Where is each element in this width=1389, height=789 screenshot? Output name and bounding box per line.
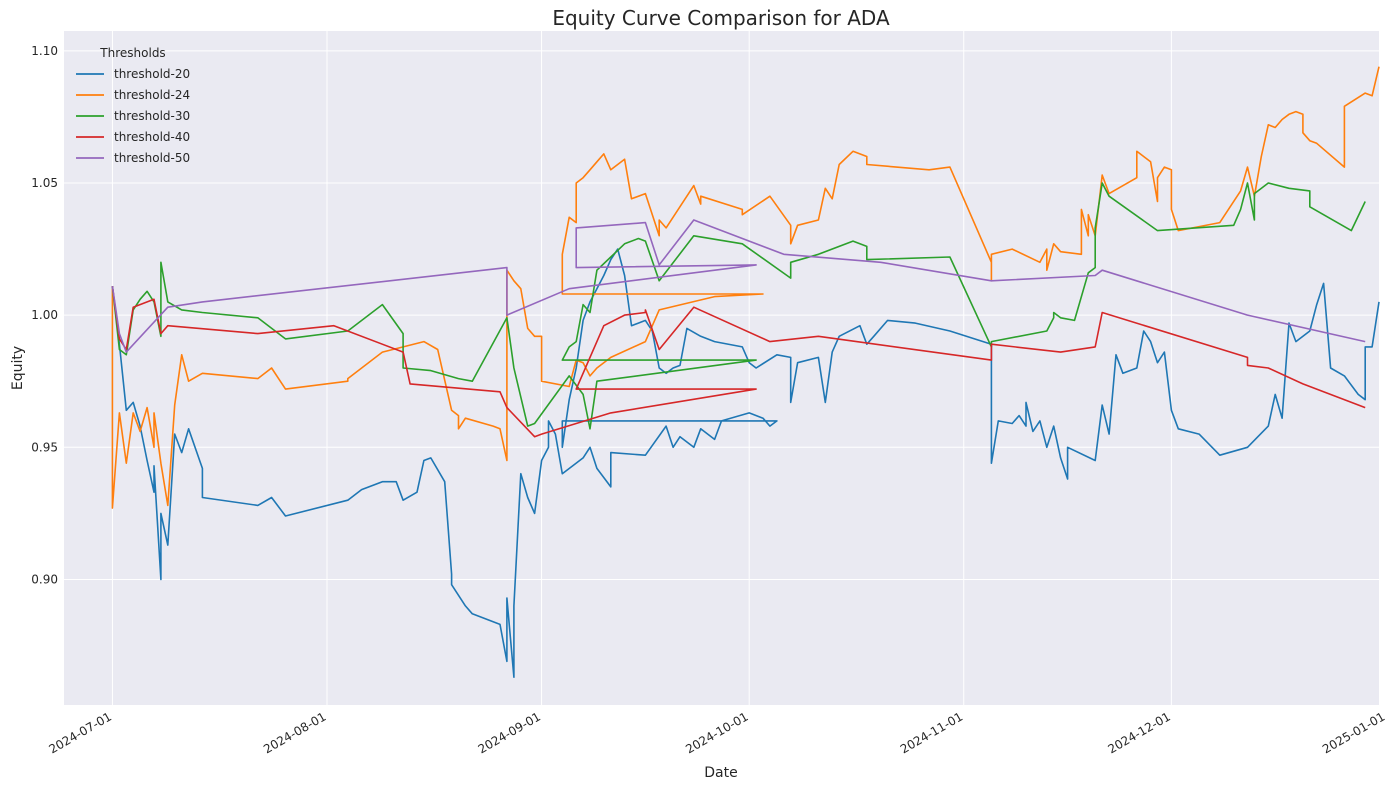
legend-label-threshold-50: threshold-50: [114, 151, 190, 165]
chart-title: Equity Curve Comparison for ADA: [552, 6, 890, 30]
y-tick-label: 1.05: [31, 176, 58, 190]
legend-label-threshold-24: threshold-24: [114, 88, 190, 102]
y-tick-label: 1.10: [31, 44, 58, 58]
legend-title: Thresholds: [99, 46, 165, 60]
series-line-threshold-30: [111, 182, 1366, 430]
y-axis-ticks: 0.90 0.95 1.00 1.05 1.10: [31, 44, 58, 587]
series-line-threshold-20: [111, 248, 1380, 679]
series-layer: [111, 66, 1380, 679]
legend-items: threshold-20 threshold-24 threshold-30 thre…: [76, 67, 190, 165]
series-line-threshold-50: [111, 219, 1366, 353]
x-axis-label: Date: [704, 765, 737, 781]
legend: Thresholds threshold-20threshold-24thres…: [76, 46, 190, 165]
series-line-threshold-24: [111, 66, 1380, 509]
legend-label-threshold-30: threshold-30: [114, 109, 190, 123]
plot-area: [64, 31, 1379, 705]
legend-label-threshold-40: threshold-40: [114, 130, 190, 144]
y-axis-label: Equity: [10, 346, 26, 390]
y-tick-label: 0.90: [31, 572, 58, 586]
series-line-threshold-40: [111, 285, 1366, 438]
y-tick-label: 1.00: [31, 308, 58, 322]
legend-label-threshold-20: threshold-20: [114, 67, 190, 81]
y-tick-label: 0.95: [31, 440, 58, 454]
